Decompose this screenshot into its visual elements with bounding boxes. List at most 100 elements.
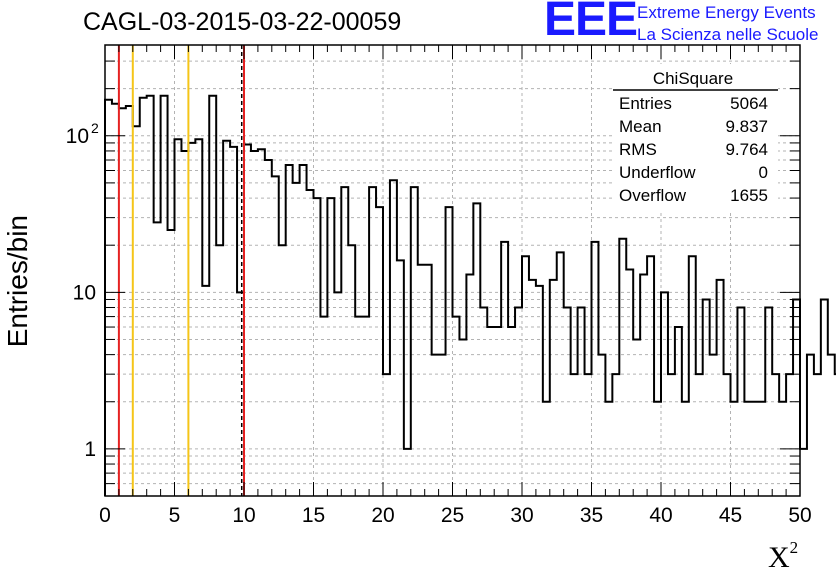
histogram-bin [717,280,724,496]
histogram-bin [334,292,341,496]
histogram-bin [126,106,133,496]
histogram-bin [307,190,314,496]
histogram-bin [286,165,293,496]
histogram-bin [543,402,550,496]
y-tick-label: 1 [84,438,96,461]
histogram-bin [181,151,188,496]
stats-box-background [613,64,778,212]
histogram-bin [314,198,321,496]
histogram-bin [557,252,564,496]
x-tick-label: 15 [302,504,325,527]
histogram-bin [216,245,223,496]
x-axis-label-base: X [768,541,790,574]
histogram-bin [696,374,703,496]
histogram-bin [348,245,355,496]
histogram-bin [724,374,731,496]
y-tick-label: 10 [73,281,96,304]
stats-row-label: Underflow [619,163,696,182]
page-title: CAGL-03-2015-03-22-00059 [83,8,402,36]
histogram-bin [661,292,668,496]
histogram-bin [168,230,175,496]
histogram-bin [682,402,689,496]
histogram-bin [140,98,147,496]
histogram-bin [404,449,411,496]
histogram-bin [731,402,738,496]
histogram-bin [341,187,348,496]
histogram-bin [710,355,717,496]
histogram-bin [411,187,418,496]
histogram-bin [202,286,209,496]
x-axis-label-superscript: 2 [789,538,799,557]
logo-line-2: La Scienza nelle Scuole [637,25,819,44]
histogram-bin [439,355,446,496]
x-tick-label: 0 [99,504,111,527]
histogram-outline [104,94,836,496]
histogram-bin [209,96,216,496]
histogram-bin [223,141,230,496]
histogram-bin [515,307,522,496]
x-tick-label: 40 [649,504,672,527]
histogram-bin [320,317,327,496]
grid-layer [105,45,800,496]
histogram-bin [473,203,480,496]
histogram-bin [654,402,661,496]
histogram-bin [598,355,605,496]
histogram-bin [536,286,543,496]
histogram-bin [369,187,376,496]
histogram-bin [821,299,828,496]
x-tick-label: 45 [719,504,742,527]
histogram-bin [487,327,494,496]
stats-row-value: 0 [759,163,768,182]
histogram-bin [195,139,202,496]
x-tick-label: 10 [232,504,255,527]
histogram-bin [244,144,251,496]
histogram-bin [571,374,578,496]
stats-row-value: 9.764 [725,140,768,159]
x-tick-label: 35 [580,504,603,527]
histogram-bin [466,274,473,496]
histogram-bin [154,222,161,496]
histogram-bin [355,317,362,496]
stats-row-label: RMS [619,140,657,159]
histogram-bin [612,374,619,496]
histogram-bin [147,96,154,496]
histogram-bin [265,160,272,496]
histogram-bin [508,327,515,496]
histogram-bin [772,374,779,496]
x-tick-label: 25 [441,504,464,527]
histogram-bin [362,317,369,496]
histogram-bin [397,260,404,496]
histogram-bin [230,147,237,496]
histogram-bin [814,374,821,496]
histogram-bin [432,355,439,496]
histogram-bin [293,183,300,496]
histogram-bin [453,317,460,496]
histogram-bin [501,242,508,496]
histogram-layer [104,94,836,496]
histogram-bin [418,265,425,496]
stats-row-value: 5064 [730,94,768,113]
y-tick-label: 10 [66,125,89,148]
histogram-bin [793,299,800,496]
x-axis-label: X2 [768,538,798,575]
stats-row-label: Entries [619,94,672,113]
histogram-bin [800,449,807,496]
histogram-bin [619,239,626,496]
histogram-bin [133,126,140,496]
histogram-bin [105,100,112,496]
histogram-bin [703,299,710,496]
histogram-bin [758,402,765,496]
histogram-bin [668,374,675,496]
histogram-bin [626,269,633,496]
histogram-bin [161,96,168,496]
histogram-bin [578,307,585,496]
stats-row-value: 9.837 [725,117,768,136]
histogram-bin [633,339,640,496]
histogram-bin [605,402,612,496]
histogram-bin [425,265,432,496]
histogram-bin [675,327,682,496]
stats-box: ChiSquare Entries 5064 Mean 9.837 RMS 9.764 Und… [613,64,778,212]
histogram-bin [383,374,390,496]
